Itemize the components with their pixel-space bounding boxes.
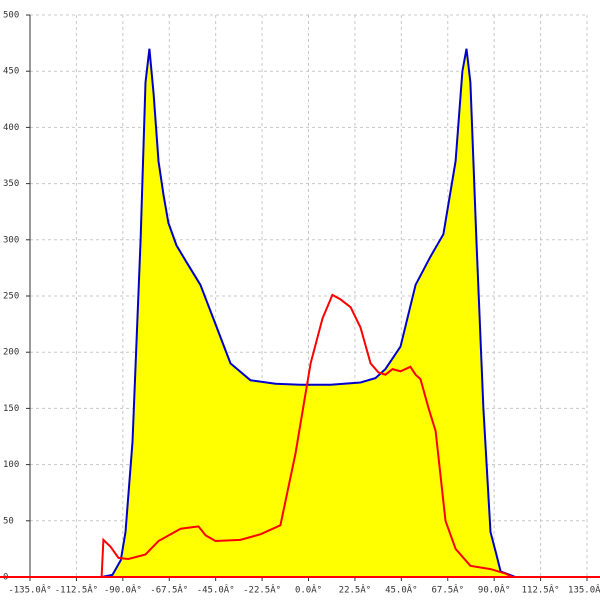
x-tick-label: 45.0Â° <box>385 584 418 596</box>
x-tick-label: 67.5Â° <box>431 584 464 596</box>
y-tick-label: 500 <box>3 11 19 21</box>
x-tick-label: -90.0Â° <box>104 584 142 596</box>
x-tick-label: -112.5Â° <box>55 584 98 596</box>
y-tick-label: 450 <box>3 67 19 77</box>
y-tick-label: 300 <box>3 235 19 245</box>
x-tick-label: -22.5Â° <box>243 584 281 596</box>
y-tick-label: 400 <box>3 123 19 133</box>
series-line <box>100 293 513 578</box>
y-tick-label: 100 <box>3 460 19 470</box>
y-tick-label: 50 <box>3 516 14 526</box>
x-tick-label: 0.0Â° <box>295 584 322 596</box>
x-tick-label: 90.0Â° <box>478 584 511 596</box>
y-tick-label: 150 <box>3 404 19 414</box>
y-tick-label: 250 <box>3 292 19 302</box>
area-fill <box>101 48 516 577</box>
x-tick-label: 22.5Â° <box>339 584 372 596</box>
x-tick-label: 112.5Â° <box>522 584 560 596</box>
x-tick-label: -135.0Â° <box>8 584 51 596</box>
y-tick-label: 200 <box>3 348 19 358</box>
x-tick-label: -45.0Â° <box>197 584 235 596</box>
y-tick-label: 350 <box>3 179 19 189</box>
x-tick-label: -67.5Â° <box>150 584 188 596</box>
series-line <box>101 48 516 578</box>
x-tick-label: 135.0Â° <box>568 584 600 596</box>
